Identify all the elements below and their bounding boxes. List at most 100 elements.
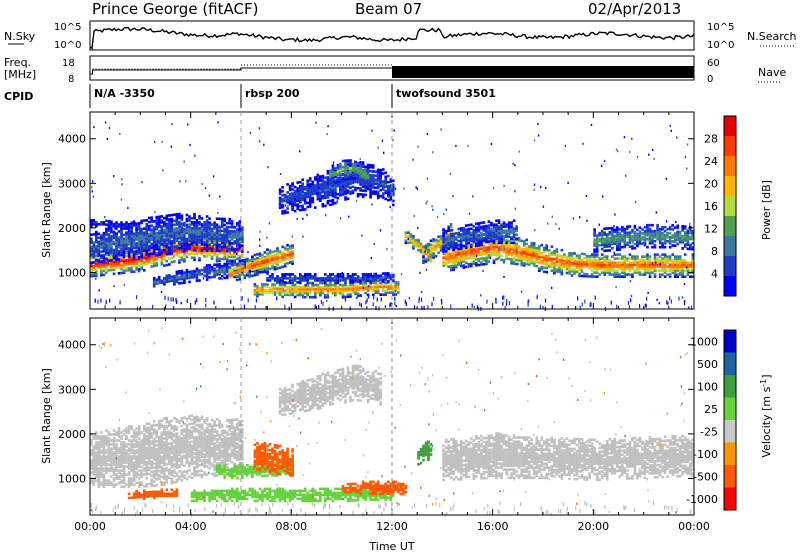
- scatter-cell: [633, 230, 637, 234]
- scatter-cell: [497, 241, 501, 245]
- scatter-cell: [387, 180, 390, 184]
- noise-cell: [418, 299, 420, 304]
- scatter-cell: [525, 248, 528, 252]
- scatter-cell: [188, 252, 191, 256]
- scatter-cell: [510, 252, 513, 255]
- scatter-cell: [256, 263, 259, 266]
- scatter-cell: [301, 279, 304, 282]
- scatter-cell: [178, 249, 181, 252]
- noise-cell: [100, 298, 102, 303]
- scatter-cell: [676, 232, 679, 236]
- scatter-cell: [389, 287, 393, 290]
- scatter-cell: [543, 260, 546, 263]
- scatter-cell: [278, 291, 282, 294]
- scatter-cell: [130, 256, 133, 260]
- scatter-cell: [507, 241, 511, 245]
- scatter-cell: [505, 223, 508, 226]
- scatter-cell: [346, 171, 350, 174]
- scatter-cell: [371, 274, 375, 278]
- scatter-cell: [344, 167, 347, 171]
- noise-cell: [185, 180, 187, 183]
- scatter-cell: [608, 233, 611, 236]
- scatter-cell: [525, 256, 528, 260]
- scatter-cell: [344, 190, 347, 193]
- scatter-cell: [590, 263, 594, 266]
- scatter-cell: [112, 254, 116, 258]
- scatter-cell: [117, 240, 121, 243]
- noise-cell: [180, 302, 182, 305]
- scatter-cell: [540, 259, 544, 263]
- scatter-cell: [288, 273, 292, 276]
- scatter-cell: [303, 202, 307, 205]
- scatter-cell: [273, 258, 277, 261]
- scatter-cell: [168, 274, 171, 277]
- scatter-cell: [135, 232, 138, 235]
- scatter-cell: [611, 238, 614, 242]
- scatter-cell: [243, 268, 247, 272]
- noise-cell: [602, 195, 604, 198]
- scatter-cell: [329, 283, 332, 287]
- scatter-cell: [671, 269, 674, 272]
- scatter-cell: [673, 267, 677, 270]
- scatter-cell: [331, 198, 335, 202]
- scatter-cell: [170, 225, 174, 229]
- scatter-cell: [588, 255, 591, 258]
- scatter-cell: [681, 239, 684, 242]
- scatter-cell: [288, 255, 292, 258]
- scatter-cell: [125, 227, 128, 230]
- scatter-cell: [605, 259, 609, 262]
- scatter-cell: [661, 261, 664, 264]
- scatter-cell: [331, 170, 335, 173]
- scatter-cell: [293, 277, 297, 280]
- scatter-cell: [502, 223, 506, 226]
- scatter-cell: [324, 295, 327, 299]
- scatter-cell: [132, 258, 136, 261]
- scatter-cell: [510, 229, 513, 232]
- scatter-cell: [163, 258, 166, 261]
- scatter-cell: [366, 180, 370, 184]
- scatter-cell: [568, 256, 571, 259]
- noise-cell: [184, 239, 187, 243]
- scatter-cell: [530, 243, 533, 247]
- scatter-cell: [495, 249, 498, 253]
- scatter-cell: [127, 260, 131, 264]
- noise-cell: [514, 190, 516, 193]
- scatter-cell: [638, 230, 642, 233]
- scatter-cell: [200, 243, 204, 246]
- scatter-cell: [608, 273, 611, 276]
- scatter-cell: [163, 281, 166, 284]
- scatter-cell: [452, 268, 455, 271]
- scatter-cell: [628, 263, 632, 266]
- scatter-cell: [457, 259, 460, 262]
- scatter-cell: [218, 249, 221, 253]
- scatter-cell: [291, 192, 294, 195]
- noise-cell: [418, 296, 420, 301]
- scatter-cell: [487, 248, 491, 251]
- scatter-cell: [180, 222, 184, 225]
- scatter-cell: [341, 165, 345, 169]
- scatter-cell: [266, 264, 269, 267]
- scatter-cell: [137, 242, 141, 245]
- scatter-cell: [505, 233, 508, 237]
- scatter-cell: [437, 235, 440, 239]
- scatter-cell: [107, 223, 111, 227]
- scatter-cell: [107, 225, 111, 229]
- scatter-cell: [127, 241, 131, 244]
- scatter-cell: [135, 244, 138, 247]
- scatter-cell: [616, 271, 619, 274]
- scatter-cell: [359, 165, 362, 168]
- scatter-cell: [653, 231, 657, 235]
- scatter-cell: [371, 281, 375, 285]
- scatter-cell: [243, 264, 247, 267]
- scatter-cell: [578, 274, 581, 278]
- scatter-cell: [288, 257, 292, 260]
- nsearch-label: N.Search: [747, 30, 797, 43]
- scatter-cell: [288, 287, 292, 291]
- scatter-cell: [112, 258, 116, 262]
- scatter-cell: [636, 265, 639, 268]
- scatter-cell: [490, 241, 493, 245]
- scatter-cell: [170, 235, 174, 239]
- scatter-cell: [600, 271, 604, 274]
- scatter-cell: [303, 295, 307, 299]
- scatter-cell: [122, 271, 126, 274]
